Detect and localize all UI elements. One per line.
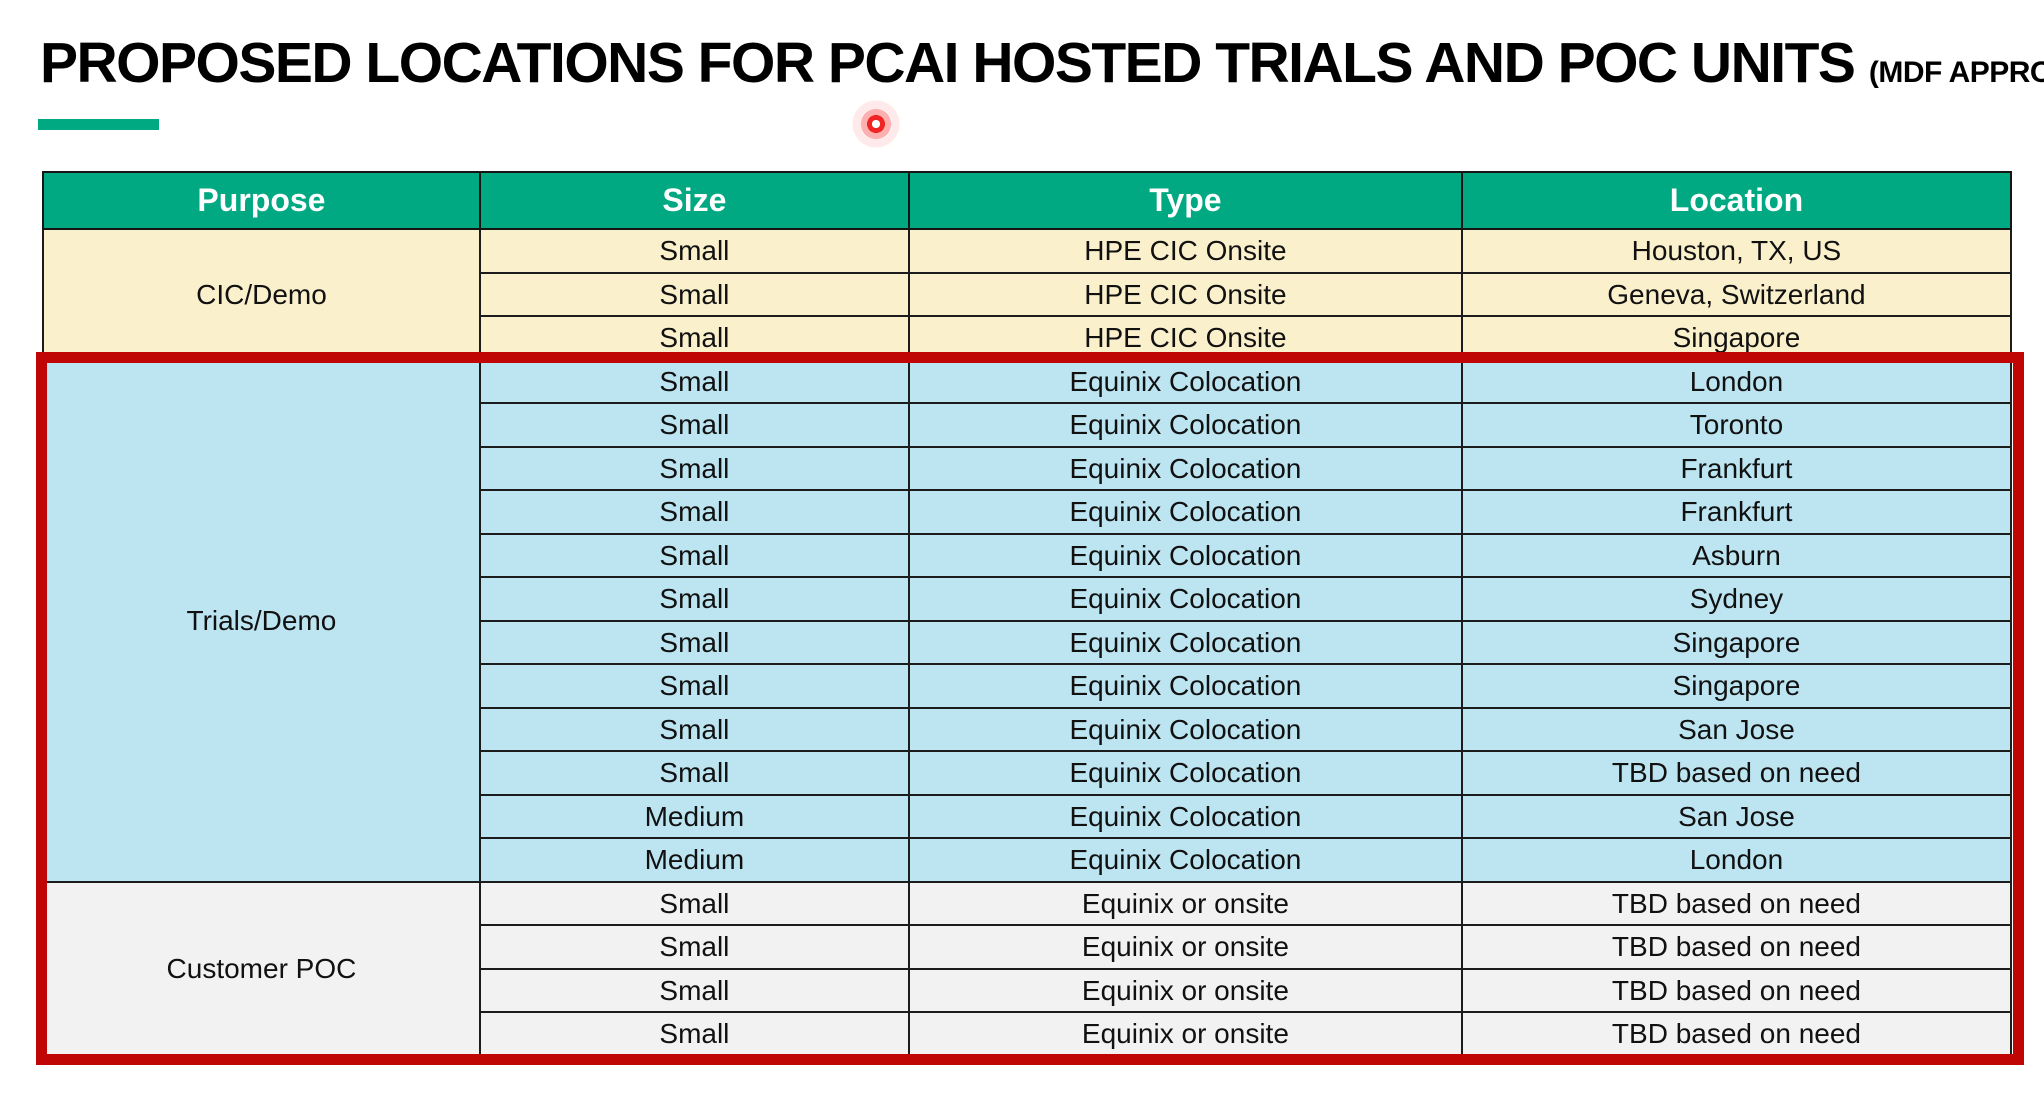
table-row: Small Equinix or onsite TBD based on need [43,967,2013,1013]
table-row: Small Equinix Colocation San Jose [43,706,2013,752]
size-cell: Small [478,358,910,404]
locations-table: Purpose Size Type Location CIC/Demo Small… [42,171,2013,1057]
size-cell: Small [478,750,910,796]
table-row: Small Equinix Colocation Singapore [43,619,2013,665]
header-purpose: Purpose [42,171,481,230]
type-cell: Equinix Colocation [907,837,1463,883]
table-row: Small Equinix Colocation Sydney [43,576,2013,622]
size-cell: Small [478,228,910,274]
size-cell: Small [478,315,910,361]
type-cell: Equinix Colocation [907,358,1463,404]
table-row: Medium Equinix Colocation San Jose [43,793,2013,839]
size-cell: Small [478,619,910,665]
location-cell: San Jose [1460,706,2013,752]
table-row: Small Equinix Colocation Singapore [43,663,2013,709]
size-cell: Small [478,576,910,622]
page-title: PROPOSED LOCATIONS FOR PCAI HOSTED TRIAL… [40,30,2044,96]
page-title-suffix: (MDF APPROVED) [1868,56,2044,89]
table-row: Small Equinix or onsite TBD based on need [43,924,2013,970]
location-cell: TBD based on need [1460,750,2013,796]
location-cell: Singapore [1460,663,2013,709]
type-cell: HPE CIC Onsite [907,228,1463,274]
size-cell: Medium [478,793,910,839]
location-cell: Singapore [1460,619,2013,665]
location-cell: Geneva, Switzerland [1460,271,2013,317]
header-location: Location [1460,171,2013,230]
table-row: Small Equinix Colocation Toronto [43,402,2013,448]
size-cell: Small [478,924,910,970]
table-body: CIC/Demo Small HPE CIC Onsite Houston, TX, … [42,228,2013,1057]
table-row: Small HPE CIC Onsite Geneva, Switzerland [43,271,2013,317]
size-cell: Small [478,445,910,491]
purpose-cell: Trials/Demo [42,358,481,883]
table-row: Medium Equinix Colocation London [43,837,2013,883]
location-cell: Asburn [1460,532,2013,578]
size-cell: Small [478,402,910,448]
header-type: Type [907,171,1463,230]
type-cell: Equinix Colocation [907,750,1463,796]
location-cell: Houston, TX, US [1460,228,2013,274]
location-cell: TBD based on need [1460,880,2013,926]
size-cell: Small [478,663,910,709]
table-row: CIC/Demo Small HPE CIC Onsite Houston, TX, … [42,228,2013,361]
type-cell: Equinix Colocation [907,445,1463,491]
location-cell: TBD based on need [1460,924,2013,970]
location-cell: Singapore [1460,315,2013,361]
location-cell: Frankfurt [1460,489,2013,535]
title-underline-bar [38,119,159,130]
type-cell: Equinix Colocation [907,576,1463,622]
location-cell: Frankfurt [1460,445,2013,491]
location-cell: TBD based on need [1460,1011,2013,1057]
type-cell: Equinix or onsite [907,924,1463,970]
type-cell: Equinix Colocation [907,489,1463,535]
table-row: Small Equinix Colocation Asburn [43,532,2013,578]
type-cell: Equinix Colocation [907,793,1463,839]
type-cell: Equinix Colocation [907,619,1463,665]
purpose-cell: CIC/Demo [42,228,481,361]
type-cell: Equinix Colocation [907,402,1463,448]
size-cell: Small [478,967,910,1013]
table-row: Trials/Demo Small Equinix Colocation London [42,358,2013,883]
header-size: Size [478,171,910,230]
table-row: Customer POC Small Equinix or onsite TBD ba… [42,880,2013,1057]
type-cell: Equinix or onsite [907,880,1463,926]
size-cell: Small [478,271,910,317]
size-cell: Medium [478,837,910,883]
location-cell: San Jose [1460,793,2013,839]
type-cell: Equinix or onsite [907,967,1463,1013]
location-cell: Toronto [1460,402,2013,448]
size-cell: Small [478,489,910,535]
type-cell: Equinix or onsite [907,1011,1463,1057]
table-row: Small Equinix Colocation Frankfurt [43,489,2013,535]
type-cell: Equinix Colocation [907,663,1463,709]
location-cell: London [1460,358,2013,404]
table-row: Small Equinix Colocation Frankfurt [43,445,2013,491]
size-cell: Small [478,1011,910,1057]
type-cell: HPE CIC Onsite [907,315,1463,361]
table-header-row: Purpose Size Type Location [42,171,2013,230]
type-cell: HPE CIC Onsite [907,271,1463,317]
type-cell: Equinix Colocation [907,706,1463,752]
location-cell: Sydney [1460,576,2013,622]
size-cell: Small [478,880,910,926]
laser-pointer-dot-icon [846,94,906,154]
location-cell: London [1460,837,2013,883]
table-row: Small Equinix Colocation TBD based on need [43,750,2013,796]
page-title-text: PROPOSED LOCATIONS FOR PCAI HOSTED TRIAL… [40,31,1856,95]
size-cell: Small [478,706,910,752]
size-cell: Small [478,532,910,578]
purpose-cell: Customer POC [42,880,481,1057]
location-cell: TBD based on need [1460,967,2013,1013]
type-cell: Equinix Colocation [907,532,1463,578]
